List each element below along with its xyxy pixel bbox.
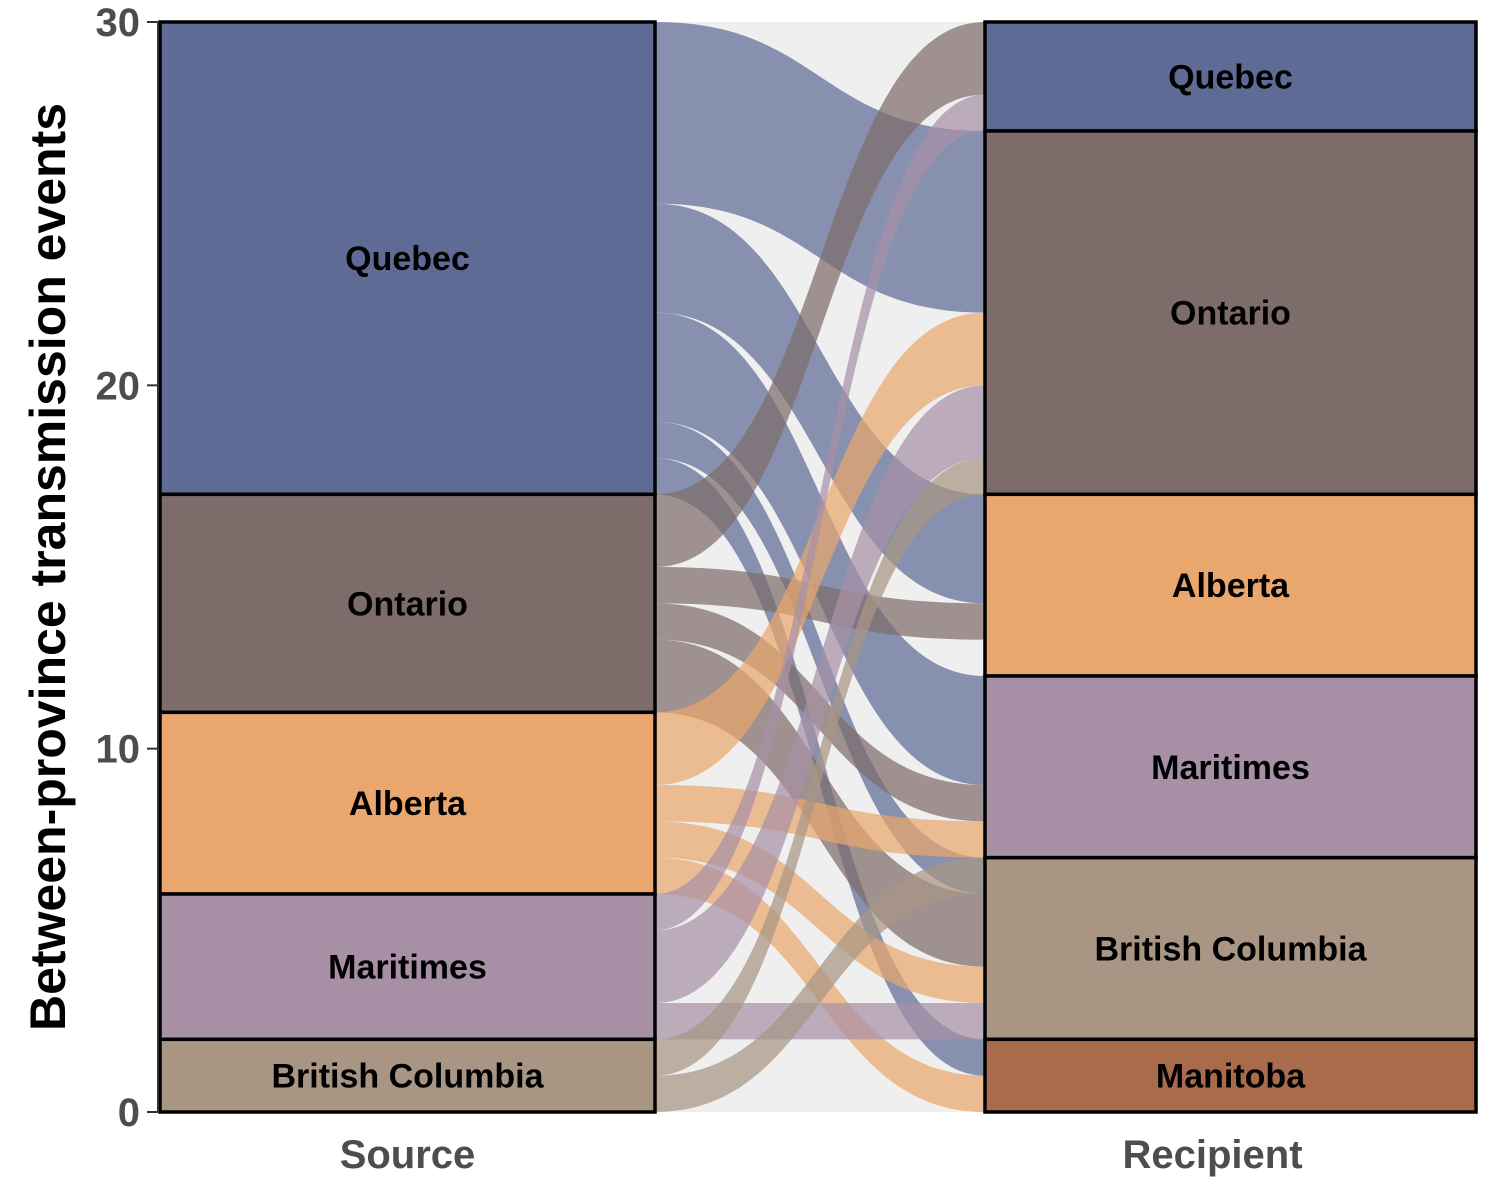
flow-alberta-to-british-columbia xyxy=(655,821,985,1003)
source-label-maritimes: Maritimes xyxy=(328,949,487,987)
y-axis-title: Between-province transmission events xyxy=(20,103,76,1031)
recipient-label-ontario: Ontario xyxy=(1170,295,1291,333)
flow-ontario-to-alberta xyxy=(655,567,985,640)
recipient-label-maritimes: Maritimes xyxy=(1151,749,1310,787)
strata-layer: Quebec Ontario Alberta Maritimes British Col… xyxy=(158,20,1478,1114)
source-stratum-ontario xyxy=(158,492,657,715)
source-label-ontario: Ontario xyxy=(347,585,468,623)
recipient-label-alberta: Alberta xyxy=(1172,567,1290,605)
y-tick-label-10: 10 xyxy=(96,728,141,772)
flow-british-columbia-to-maritimes xyxy=(655,857,985,1112)
recipient-label-quebec: Quebec xyxy=(1168,59,1293,97)
flow-quebec-to-ontario xyxy=(655,22,985,313)
source-stratum-alberta xyxy=(158,710,657,896)
flow-british-columbia-to-ontario xyxy=(655,458,985,1076)
x-tick-label-recipient: Recipient xyxy=(1122,1133,1302,1177)
recipient-stratum-alberta xyxy=(983,492,1478,678)
flow-maritimes-to-ontario xyxy=(655,385,985,1003)
recipient-stratum-quebec xyxy=(983,20,1478,133)
source-stratum-british-columbia xyxy=(158,1037,657,1114)
recipient-stratum-maritimes xyxy=(983,674,1478,860)
recipient-stratum-british-columbia xyxy=(983,855,1478,1042)
y-tick-label-20: 20 xyxy=(96,364,141,408)
flow-ontario-to-quebec xyxy=(655,22,985,567)
flow-maritimes-to-quebec xyxy=(655,94,985,931)
flows-layer xyxy=(655,22,985,1112)
flow-alberta-to-ontario xyxy=(655,312,985,785)
axes-layer: 0 10 20 30 Source Recipient xyxy=(96,1,1303,1177)
y-tick-label-30: 30 xyxy=(96,1,141,45)
source-stratum-quebec xyxy=(158,20,657,497)
y-tick-label-0: 0 xyxy=(118,1091,140,1135)
source-stratum-maritimes xyxy=(158,892,657,1042)
recipient-label-manitoba: Manitoba xyxy=(1156,1058,1306,1096)
x-tick-label-source: Source xyxy=(340,1133,476,1177)
recipient-stratum-ontario xyxy=(983,129,1478,497)
flow-alberta-to-maritimes xyxy=(655,785,985,858)
recipient-stratum-manitoba xyxy=(983,1037,1478,1114)
source-label-quebec: Quebec xyxy=(345,240,470,278)
source-label-british-columbia: British Columbia xyxy=(271,1058,544,1096)
source-label-alberta: Alberta xyxy=(349,785,467,823)
recipient-label-british-columbia: British Columbia xyxy=(1094,931,1367,969)
